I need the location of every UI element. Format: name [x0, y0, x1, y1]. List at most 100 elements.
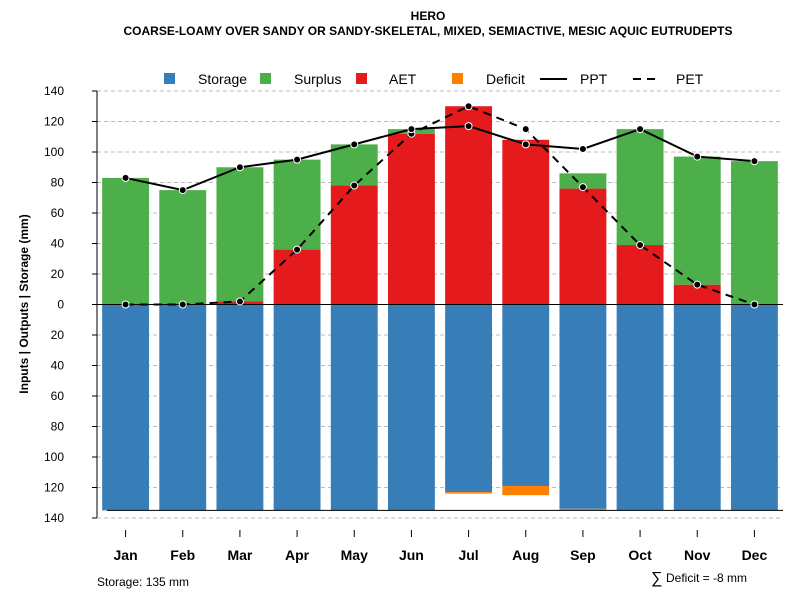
- storage-note: Storage: 135 mm: [97, 575, 189, 589]
- deficit-note: Deficit = -8 mm: [666, 571, 747, 585]
- storage-bar: [387, 304, 435, 511]
- y-axis-label: Inputs | Outputs | Storage (mm): [17, 214, 31, 393]
- aet-bar: [445, 106, 493, 305]
- aet-bar: [502, 139, 550, 305]
- y-tick-label: 40: [51, 237, 65, 251]
- chart-subtitle: COARSE-LOAMY OVER SANDY OR SANDY-SKELETA…: [124, 24, 733, 38]
- x-tick-label: Jun: [399, 547, 424, 563]
- x-tick-label: Nov: [684, 547, 711, 563]
- pet-point: [350, 181, 359, 190]
- deficit-bar: [559, 508, 607, 511]
- y-tick-label: 20: [51, 267, 65, 281]
- storage-bar: [502, 304, 550, 486]
- y-tick-label: 80: [51, 420, 65, 434]
- aet-bar: [559, 188, 607, 305]
- pet-point: [293, 245, 302, 254]
- aet-bar: [330, 185, 378, 305]
- aet-bar: [387, 133, 435, 305]
- ppt-point: [636, 125, 645, 134]
- surplus-bar: [216, 167, 264, 302]
- ppt-point: [235, 163, 244, 172]
- x-tick-label: Oct: [628, 547, 652, 563]
- y-tick-label: 140: [44, 511, 64, 525]
- storage-bar: [445, 304, 493, 493]
- ppt-point: [178, 186, 187, 195]
- pet-point: [235, 297, 244, 306]
- legend-swatch-deficit: [452, 73, 463, 84]
- pet-line: [125, 105, 755, 306]
- legend-swatch-storage: [164, 73, 175, 84]
- aet-bar: [616, 245, 664, 305]
- y-tick-label: 100: [44, 145, 64, 159]
- surplus-bar: [616, 129, 664, 246]
- x-tick-label: Jan: [114, 547, 138, 563]
- surplus-bar: [159, 190, 207, 305]
- y-tick-label: 100: [44, 450, 64, 464]
- storage-bar: [216, 304, 264, 511]
- legend-label-storage: Storage: [198, 71, 247, 87]
- y-tick-label: 140: [44, 84, 64, 98]
- ppt-point: [464, 122, 473, 131]
- deficit-bar: [445, 492, 493, 494]
- surplus-bar: [330, 144, 378, 186]
- storage-bar: [559, 304, 607, 509]
- storage-bar: [330, 304, 378, 511]
- ppt-point: [407, 125, 416, 134]
- surplus-bar: [673, 156, 721, 285]
- y-tick-label: 60: [51, 389, 65, 403]
- chart-title: HERO: [411, 9, 446, 23]
- pet-point: [178, 300, 187, 309]
- surplus-bar: [559, 173, 607, 189]
- surplus-bar: [273, 159, 321, 250]
- legend-label-aet: AET: [389, 71, 417, 87]
- x-tick-label: Mar: [227, 547, 252, 563]
- x-tick-label: Dec: [742, 547, 768, 563]
- x-tick-label: Apr: [285, 547, 310, 563]
- x-tick-label: May: [341, 547, 368, 563]
- aet-bar: [673, 284, 721, 305]
- legend-swatch-aet: [356, 73, 367, 84]
- legend-swatch-surplus: [260, 73, 271, 84]
- ppt-point: [750, 157, 759, 166]
- storage-bar: [273, 304, 321, 511]
- y-tick-label: 0: [57, 298, 64, 312]
- y-tick-label: 120: [44, 115, 64, 129]
- pet-point: [636, 241, 645, 250]
- pet-point: [464, 102, 473, 111]
- storage-bar: [616, 304, 664, 511]
- y-tick-label: 120: [44, 481, 64, 495]
- legend-label-surplus: Surplus: [294, 71, 341, 87]
- aet-bar: [273, 249, 321, 305]
- pet-point: [521, 125, 530, 134]
- deficit-bar: [502, 485, 550, 496]
- legend-label-deficit: Deficit: [486, 71, 525, 87]
- surplus-bar: [102, 177, 150, 305]
- y-tick-label: 20: [51, 328, 65, 342]
- x-tick-label: Aug: [512, 547, 539, 563]
- ppt-line: [125, 125, 755, 192]
- pet-point: [121, 300, 130, 309]
- storage-bar: [730, 304, 778, 511]
- storage-bar: [102, 304, 150, 511]
- deficit-sum-symbol: ∑: [651, 570, 662, 587]
- ppt-point: [693, 152, 702, 161]
- pet-point: [578, 183, 587, 192]
- y-tick-label: 80: [51, 176, 65, 190]
- x-tick-label: Sep: [570, 547, 596, 563]
- legend-label-pet: PET: [676, 71, 704, 87]
- surplus-bar: [730, 161, 778, 305]
- x-tick-label: Jul: [458, 547, 478, 563]
- pet-point: [693, 280, 702, 289]
- storage-bar: [673, 304, 721, 511]
- legend-label-ppt: PPT: [580, 71, 608, 87]
- ppt-point: [521, 140, 530, 149]
- pet-point: [750, 300, 759, 309]
- storage-bar: [159, 304, 207, 511]
- ppt-point: [578, 144, 587, 153]
- x-tick-label: Feb: [170, 547, 195, 563]
- ppt-point: [350, 140, 359, 149]
- y-tick-label: 40: [51, 359, 65, 373]
- ppt-point: [293, 155, 302, 164]
- ppt-point: [121, 173, 130, 182]
